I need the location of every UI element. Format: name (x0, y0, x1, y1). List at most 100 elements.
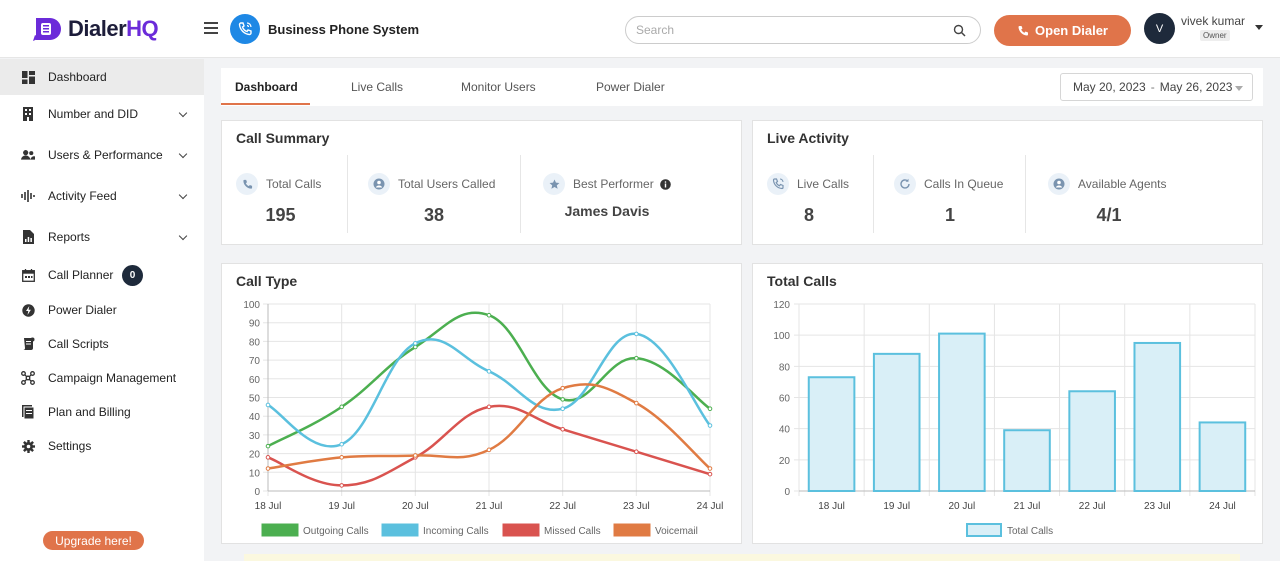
x-tick-label: 19 Jul (883, 501, 910, 512)
calls-in-queue-stat: Calls In Queue 1 (874, 155, 1026, 233)
report-icon (21, 230, 35, 244)
date-range-picker[interactable]: May 20, 2023 - May 26, 2023 (1060, 73, 1253, 101)
total-calls-label: Total Calls (266, 177, 322, 191)
data-point (265, 402, 271, 408)
call-type-line-chart: 0 10 20 30 40 50 60 70 80 90 100 18 Jul 19 Jul 20 Jul… (243, 300, 723, 537)
sidebar-item-dashboard[interactable]: Dashboard (0, 59, 204, 95)
open-dialer-button[interactable]: Open Dialer (994, 15, 1131, 46)
phone-icon (236, 173, 258, 195)
total-calls-title: Total Calls (767, 273, 837, 289)
dashboard-tabs: Dashboard Live Calls Monitor Users Power… (221, 68, 1263, 106)
sidebar-item-call-planner[interactable]: Call Planner 0 (0, 257, 204, 293)
logo-suffix: HQ (126, 16, 159, 41)
chevron-down-icon (178, 231, 188, 240)
sidebar-item-call-scripts[interactable]: Call Scripts (0, 326, 204, 362)
sidebar-item-plan-billing[interactable]: Plan and Billing (0, 394, 204, 430)
x-tick-label: 22 Jul (1079, 501, 1106, 512)
total-users-called-stat: Total Users Called 38 (348, 155, 520, 233)
sidebar-item-activity-feed[interactable]: Activity Feed (0, 178, 204, 214)
menu-toggle-icon[interactable] (204, 22, 218, 34)
data-point (486, 369, 492, 374)
data-point (339, 455, 344, 460)
sidebar-item-number-did[interactable]: Number and DID (0, 96, 204, 132)
sidebar-item-reports[interactable]: Reports (0, 219, 204, 255)
data-point (707, 466, 713, 471)
y-tick-label: 0 (254, 487, 260, 498)
dashboard-icon (21, 70, 35, 84)
y-tick-label: 70 (249, 356, 261, 367)
y-tick-label: 90 (249, 319, 261, 330)
logo-prefix: Dialer (68, 16, 127, 41)
tab-dashboard[interactable]: Dashboard (235, 80, 298, 94)
system-title: Business Phone System (268, 22, 419, 37)
sidebar-item-label: Campaign Management (48, 371, 177, 385)
data-point (339, 483, 344, 488)
chevron-down-icon (178, 108, 188, 117)
data-point (634, 449, 639, 455)
sidebar-item-label: Users & Performance (48, 148, 163, 162)
sidebar-item-users-performance[interactable]: Users & Performance (0, 137, 204, 173)
sidebar-item-label: Plan and Billing (48, 405, 131, 419)
call-summary-card: Call Summary Total Calls 195 Total Users… (221, 120, 742, 245)
y-tick-label: 60 (779, 394, 791, 405)
bar (1133, 341, 1182, 493)
logo-icon (32, 15, 66, 43)
user-menu-caret-icon[interactable] (1255, 25, 1263, 30)
stat-divider (873, 155, 874, 233)
search-icon[interactable] (953, 24, 966, 40)
calls-in-queue-value: 1 (944, 205, 955, 225)
phone-system-icon (230, 14, 260, 44)
open-dialer-label: Open Dialer (1035, 23, 1108, 38)
available-agents-stat: Available Agents 4/1 (1026, 155, 1264, 233)
y-tick-label: 40 (249, 412, 261, 423)
users-icon (21, 148, 35, 162)
tab-live-calls[interactable]: Live Calls (351, 80, 404, 94)
legend-swatch (381, 523, 419, 537)
x-tick-label: 18 Jul (255, 501, 282, 512)
app-logo[interactable]: DialerHQ (32, 15, 159, 43)
tab-monitor-users[interactable]: Monitor Users (461, 80, 536, 94)
call-summary-title: Call Summary (236, 130, 330, 146)
active-tab-indicator (221, 103, 310, 105)
total-users-called-value: 38 (423, 205, 445, 225)
live-calls-stat: Live Calls 8 (753, 155, 873, 233)
legend-swatch (966, 523, 1002, 537)
y-tick-label: 80 (249, 337, 261, 348)
sidebar-item-settings[interactable]: Settings (0, 428, 204, 464)
y-tick-label: 20 (249, 450, 261, 461)
data-point (634, 331, 639, 337)
best-performer-stat: Best Performer James Davis (521, 155, 743, 233)
y-tick-label: 20 (779, 456, 791, 467)
total-users-called-label: Total Users Called (398, 177, 496, 191)
y-tick-label: 100 (243, 300, 260, 311)
sidebar-item-power-dialer[interactable]: Power Dialer (0, 292, 204, 328)
call-type-card: Call Type 0 10 20 30 40 50 60 70 80 90 100 18 Jul 19… (221, 263, 742, 544)
date-start: May 20, 2023 (1073, 80, 1146, 94)
sidebar: Dashboard Number and DID Users & Perform… (0, 59, 204, 561)
sidebar-item-campaign-management[interactable]: Campaign Management (0, 360, 204, 396)
user-name[interactable]: vivek kumar (1181, 14, 1246, 28)
data-point (486, 312, 492, 318)
bar (1198, 421, 1247, 492)
legend-label: Incoming Calls (423, 526, 489, 537)
user-avatar[interactable]: V (1144, 13, 1175, 44)
data-point (339, 404, 344, 410)
y-tick-label: 40 (779, 425, 791, 436)
sidebar-item-label: Dashboard (48, 70, 107, 84)
live-call-icon (767, 173, 789, 195)
top-header: DialerHQ Business Phone System Open Dial… (0, 0, 1280, 58)
y-tick-label: 30 (249, 431, 261, 442)
upgrade-button[interactable]: Upgrade here! (43, 531, 144, 550)
data-point (265, 466, 271, 471)
info-icon[interactable] (659, 178, 671, 190)
tab-power-dialer[interactable]: Power Dialer (596, 80, 665, 94)
search-box (625, 16, 981, 44)
script-icon (21, 337, 35, 351)
live-calls-value: 8 (803, 205, 814, 225)
chevron-down-icon (1235, 86, 1243, 91)
y-tick-label: 80 (779, 362, 791, 373)
bar (1068, 390, 1116, 492)
search-input[interactable] (636, 21, 936, 39)
call-planner-count-badge: 0 (122, 264, 143, 286)
gear-icon (21, 439, 35, 453)
